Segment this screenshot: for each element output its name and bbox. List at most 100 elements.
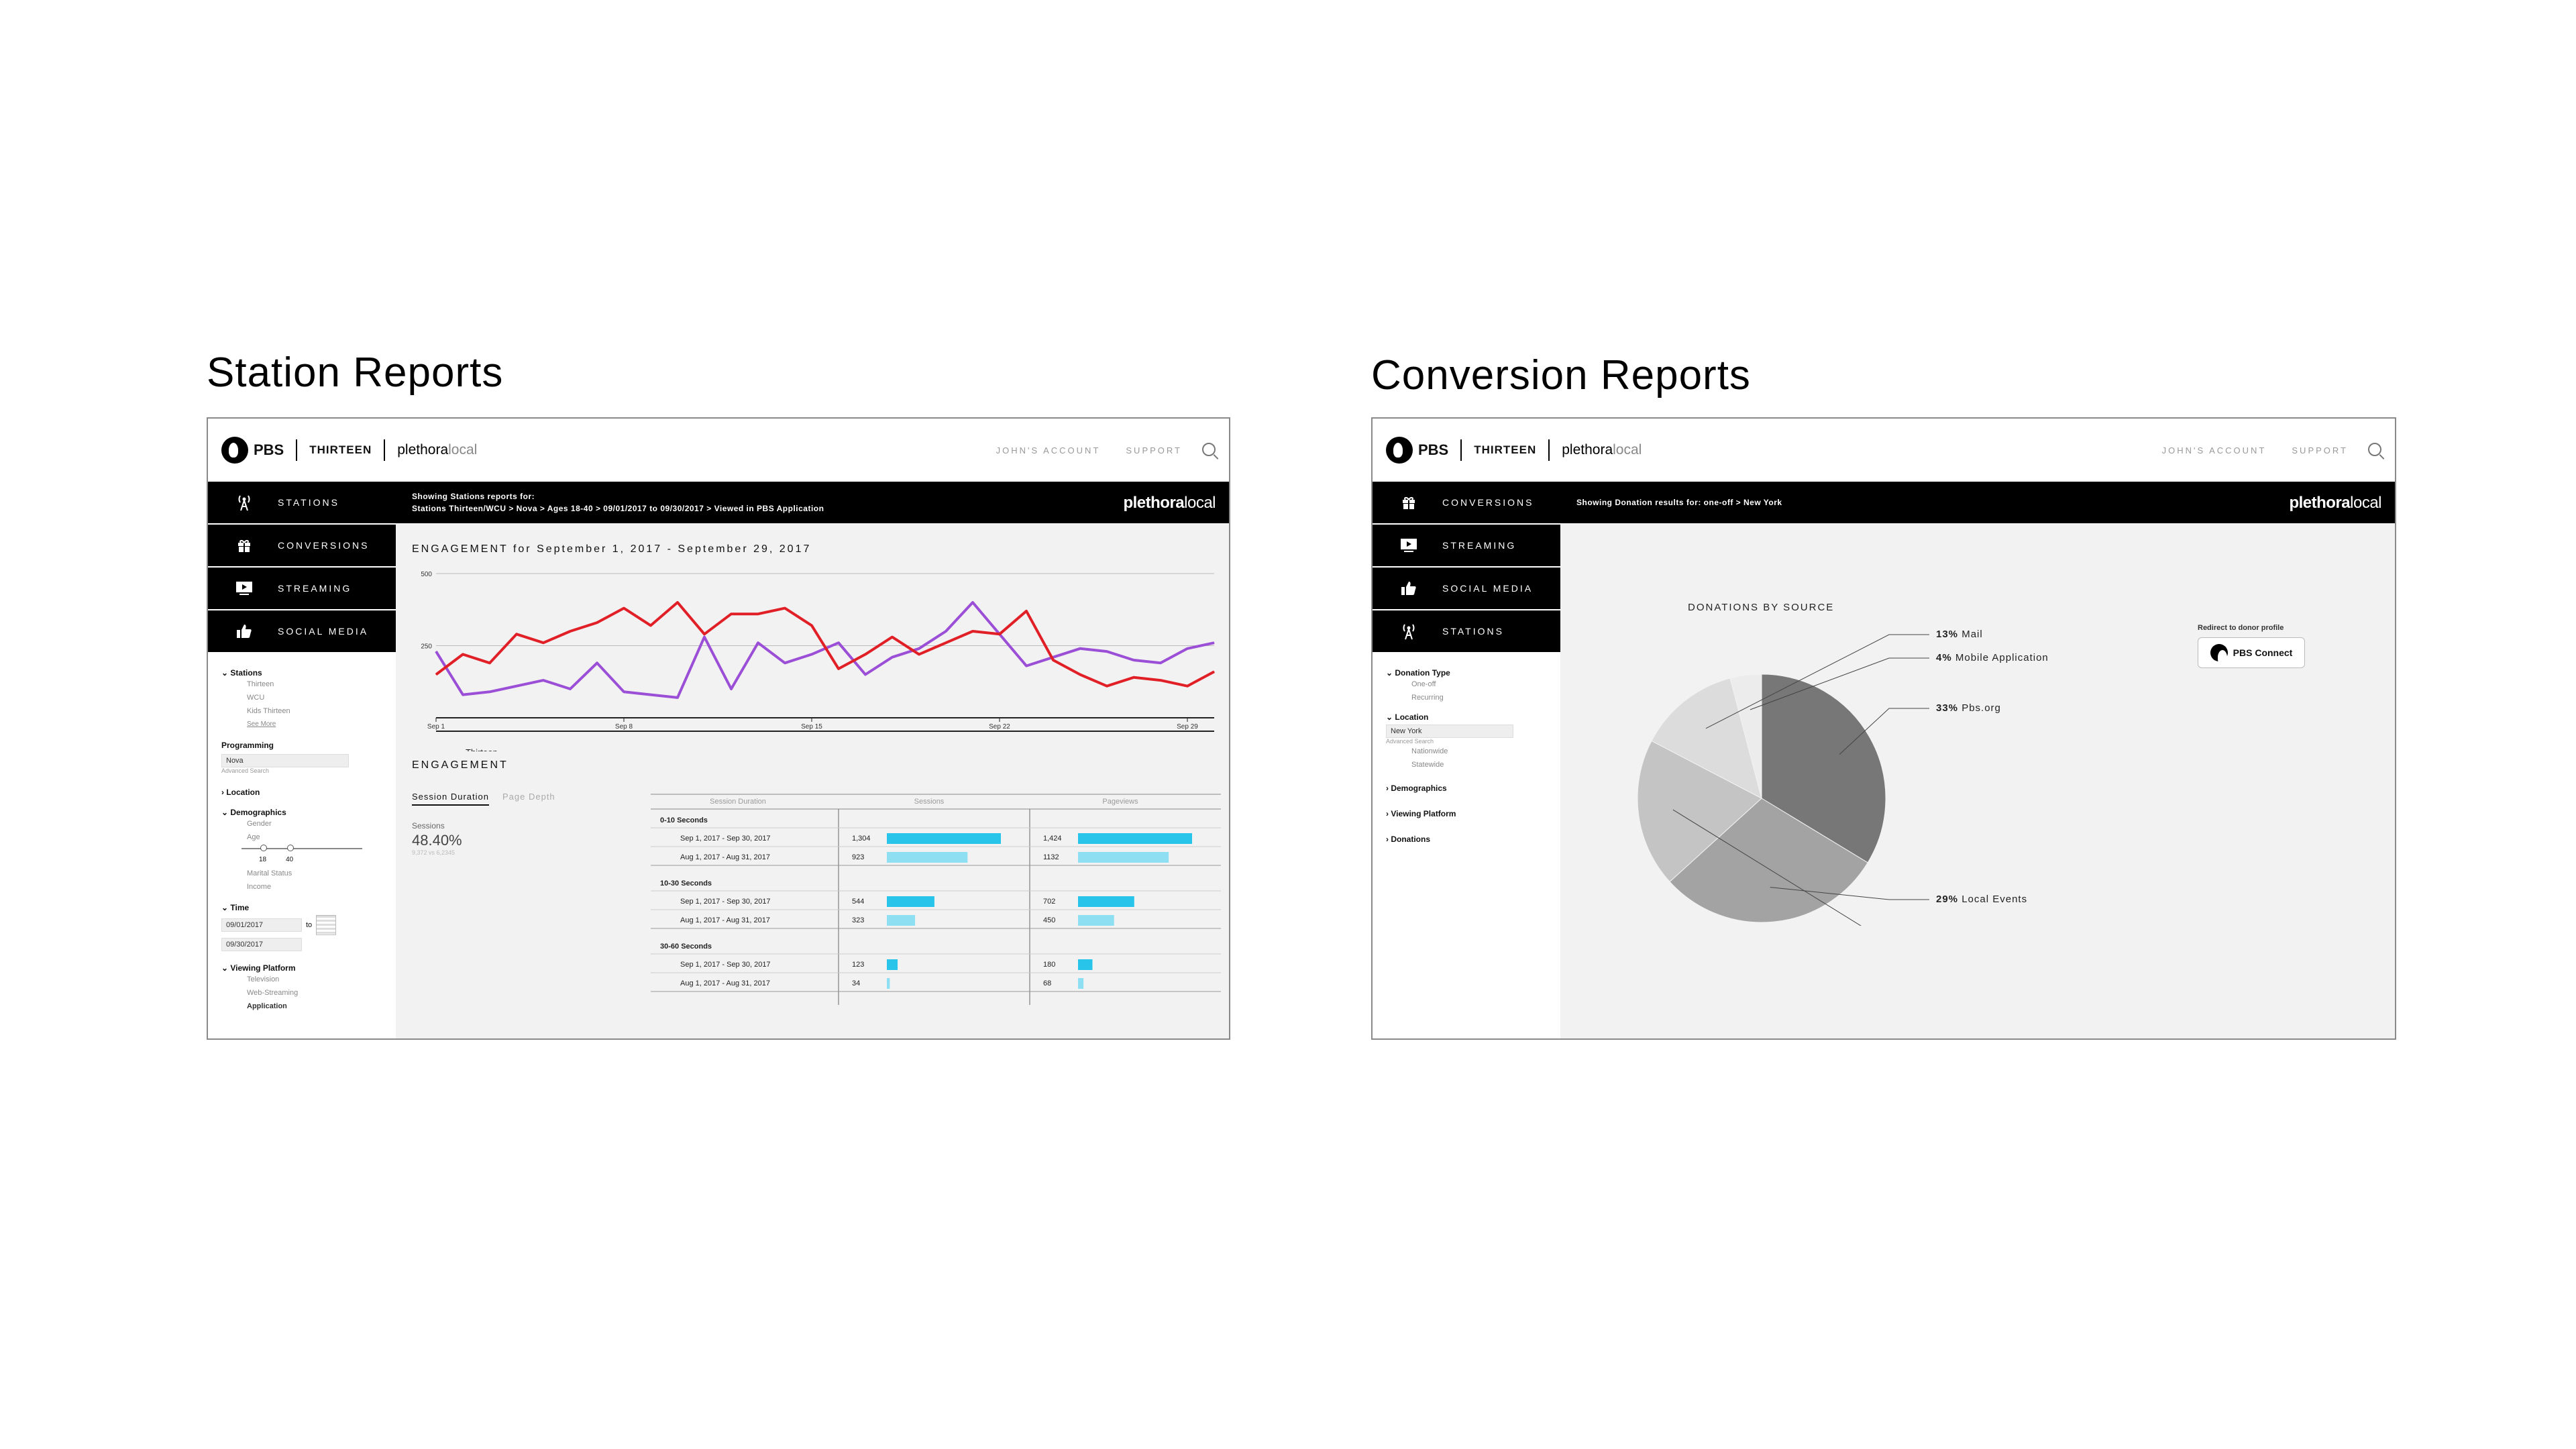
plethora-brand: plethoralocal — [2289, 494, 2381, 513]
filter-nationwide[interactable]: Nationwide — [1411, 747, 1448, 755]
sessions-bar — [887, 833, 1001, 844]
pbs-connect-button[interactable]: PBS Connect — [2198, 637, 2305, 668]
programming-input[interactable]: Nova — [221, 754, 349, 767]
slider-handle-min[interactable] — [260, 845, 267, 851]
nav-streaming[interactable]: STREAMING — [208, 568, 396, 610]
nav-label: SOCIAL MEDIA — [278, 626, 369, 637]
tab-page-depth[interactable]: Page Depth — [502, 792, 555, 802]
filter-television[interactable]: Television — [247, 975, 280, 983]
y-tick-label: 250 — [421, 643, 432, 651]
slider-track — [241, 848, 362, 849]
date-to-input[interactable]: 09/30/2017 — [221, 938, 302, 951]
pageviews-bar — [1078, 852, 1169, 863]
data-point-thirteen — [570, 688, 571, 690]
filter-viewing-platform-heading[interactable]: › Viewing Platform — [1386, 809, 1547, 818]
nav-label: STREAMING — [1442, 540, 1517, 551]
filter-demographics-heading[interactable]: › Demographics — [1386, 784, 1547, 793]
support-link[interactable]: SUPPORT — [2292, 445, 2348, 455]
filter-donation-type-label: Donation Type — [1395, 668, 1450, 678]
pie-slice-mobile-application — [1729, 674, 1762, 799]
plethora-logo[interactable]: plethoralocal — [1562, 442, 1642, 458]
row-period: Aug 1, 2017 - Aug 31, 2017 — [680, 853, 770, 861]
nav-label: STREAMING — [278, 583, 352, 594]
data-point-wcu — [1053, 659, 1054, 661]
data-point-wcu — [704, 633, 705, 635]
filter-stations-heading[interactable]: ⌄ Stations — [221, 668, 382, 678]
nav-stations[interactable]: STATIONS — [1373, 610, 1560, 653]
filter-application[interactable]: Application — [247, 1002, 287, 1010]
filter-recurring[interactable]: Recurring — [1411, 694, 1444, 702]
location-input[interactable]: New York — [1386, 724, 1513, 738]
pbs-logo[interactable]: PBS — [221, 437, 284, 464]
nav-conversions[interactable]: CONVERSIONS — [208, 525, 396, 568]
data-point-thirteen — [1106, 651, 1108, 652]
filter-income[interactable]: Income — [247, 883, 272, 891]
filter-programming-heading: Programming — [221, 741, 274, 750]
filter-age[interactable]: Age — [247, 833, 260, 841]
filter-one-off[interactable]: One-off — [1411, 680, 1436, 688]
filter-station-kids-thirteen[interactable]: Kids Thirteen — [247, 707, 290, 715]
filter-donations-heading[interactable]: › Donations — [1386, 835, 1547, 844]
filter-statewide[interactable]: Statewide — [1411, 761, 1444, 769]
tab-session-duration[interactable]: Session Duration — [412, 792, 489, 806]
nav-social-media[interactable]: SOCIAL MEDIA — [208, 610, 396, 653]
slider-handle-max[interactable] — [287, 845, 294, 851]
y-tick-label: 500 — [421, 571, 432, 578]
filter-web-streaming[interactable]: Web-Streaming — [247, 989, 299, 997]
see-more-link[interactable]: See More — [247, 720, 276, 728]
data-point-thirteen — [918, 648, 920, 649]
group-label: 30-60 Seconds — [660, 943, 712, 951]
filter-station-thirteen[interactable]: Thirteen — [247, 680, 274, 688]
filter-station-wcu[interactable]: WCU — [247, 694, 265, 702]
filter-viewing-platform-label: Viewing Platform — [1391, 809, 1456, 818]
thirteen-logo[interactable]: THIRTEEN — [309, 443, 372, 456]
pie-label-text: Mail — [1962, 629, 1983, 640]
search-icon[interactable] — [2368, 443, 2381, 456]
pageviews-bar — [1078, 959, 1093, 970]
nav-streaming[interactable]: STREAMING — [1373, 525, 1560, 568]
row-sessions-value: 923 — [852, 853, 864, 861]
engagement-chart-title: ENGAGEMENT for September 1, 2017 - Septe… — [412, 543, 812, 555]
pie-slice-mail — [1651, 678, 1762, 799]
thirteen-logo[interactable]: THIRTEEN — [1474, 443, 1537, 456]
account-link[interactable]: JOHN'S ACCOUNT — [996, 445, 1101, 455]
calendar-icon[interactable] — [316, 915, 337, 935]
filter-time-heading[interactable]: ⌄ Time — [221, 903, 382, 912]
pageviews-bar — [1078, 978, 1084, 989]
thumbs-up-icon — [235, 622, 254, 641]
nav-conversions[interactable]: CONVERSIONS — [1373, 482, 1560, 525]
filter-demographics-label: Demographics — [230, 808, 286, 817]
sessions-bar — [887, 959, 898, 970]
nav-stations[interactable]: STATIONS — [208, 482, 396, 525]
nav-social-media[interactable]: SOCIAL MEDIA — [1373, 568, 1560, 610]
advanced-search-link[interactable]: Advanced Search — [221, 767, 270, 774]
filter-location-heading[interactable]: ⌄ Location — [1386, 712, 1547, 722]
play-icon — [235, 579, 254, 598]
gift-icon — [1399, 493, 1418, 512]
group-label: 10-30 Seconds — [660, 879, 712, 888]
sessions-table: Session Duration Sessions Pageviews 0-10 Se… — [651, 794, 1221, 1005]
logo-divider — [1460, 439, 1462, 461]
pie-label-text: Mobile Application — [1955, 652, 2049, 663]
pie-label-local-events: 29% Local Events — [1936, 894, 2027, 905]
filter-location-heading[interactable]: › Location — [221, 788, 382, 797]
date-from-input[interactable]: 09/01/2017 — [221, 918, 302, 932]
x-tick-label: Sep 22 — [989, 723, 1010, 731]
age-slider[interactable]: 18 40 — [241, 844, 362, 867]
filter-donation-type-heading[interactable]: ⌄ Donation Type — [1386, 668, 1547, 678]
search-icon[interactable] — [1202, 443, 1216, 456]
pbs-logo[interactable]: PBS — [1386, 437, 1448, 464]
filter-time-label: Time — [230, 903, 250, 912]
support-link[interactable]: SUPPORT — [1126, 445, 1182, 455]
advanced-search-link[interactable]: Advanced Search — [1386, 738, 1434, 745]
account-link[interactable]: JOHN'S ACCOUNT — [2161, 445, 2267, 455]
plethora-brand: plethoralocal — [1123, 494, 1216, 513]
filter-viewing-platform-heading[interactable]: ⌄ Viewing Platform — [221, 963, 382, 973]
engagement-section-title: ENGAGEMENT — [412, 759, 508, 771]
filter-gender[interactable]: Gender — [247, 820, 272, 828]
filter-marital-status[interactable]: Marital Status — [247, 869, 292, 877]
filter-demographics-heading[interactable]: ⌄ Demographics — [221, 808, 382, 817]
leader-line — [1839, 708, 1929, 755]
plethora-logo[interactable]: plethoralocal — [397, 442, 477, 458]
plethora-text: plethora — [2289, 494, 2351, 512]
